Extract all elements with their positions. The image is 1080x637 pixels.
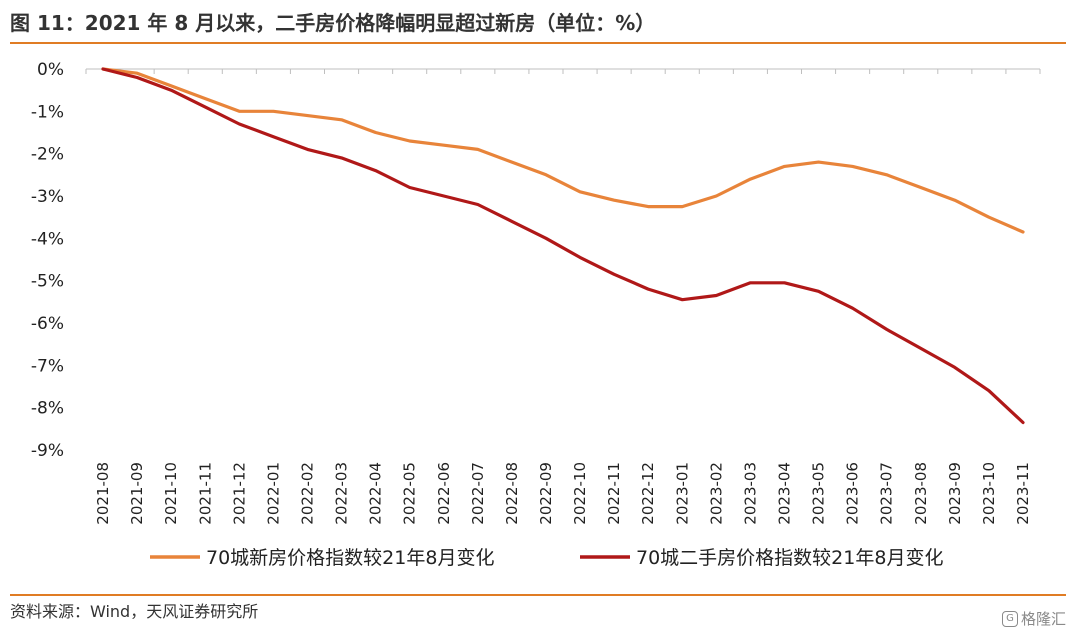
- chart-title: 图 11：2021 年 8 月以来，二手房价格降幅明显超过新房（单位：%）: [10, 11, 656, 35]
- x-tick-label: 2021-08: [94, 462, 112, 525]
- x-tick-label: 2021-12: [230, 462, 248, 525]
- x-tick-label: 2023-05: [810, 462, 828, 525]
- y-tick-label: -5%: [31, 272, 64, 292]
- source-note: 资料来源：Wind，天风证券研究所: [10, 602, 259, 621]
- source-divider: [10, 594, 1066, 596]
- chart-axes: [85, 68, 1041, 74]
- x-tick-label: 2021-10: [162, 462, 180, 525]
- x-tick-label: 2023-01: [673, 462, 691, 525]
- x-tick-label: 2023-02: [707, 462, 725, 525]
- x-tick-label: 2023-10: [980, 462, 998, 525]
- x-tick-label: 2022-03: [333, 462, 351, 525]
- x-tick-label: 2022-11: [605, 462, 623, 525]
- x-tick-label: 2023-03: [741, 462, 759, 525]
- x-tick-label: 2022-10: [571, 462, 589, 525]
- y-tick-label: -9%: [31, 441, 64, 461]
- y-tick-label: -4%: [31, 229, 64, 249]
- y-tick-label: -3%: [31, 187, 64, 207]
- x-tick-label: 2023-08: [912, 462, 930, 525]
- watermark-text: 格隆汇: [1020, 610, 1066, 628]
- y-axis-ticks: 0% -1% -2% -3% -4% -5% -6% -7% -8% -9%: [31, 60, 64, 461]
- x-tick-label: 2022-06: [435, 462, 453, 525]
- x-tick-label: 2022-05: [401, 462, 419, 525]
- x-tick-label: 2023-04: [775, 462, 793, 525]
- x-tick-label: 2022-12: [639, 462, 657, 525]
- x-tick-label: 2022-01: [264, 462, 282, 525]
- chart-legend: 70城新房价格指数较21年8月变化 70城二手房价格指数较21年8月变化: [150, 547, 943, 569]
- legend-label-2: 70城二手房价格指数较21年8月变化: [636, 547, 943, 569]
- watermark-logo-icon: G: [1001, 610, 1018, 627]
- title-divider: [10, 42, 1066, 44]
- x-tick-label: 2022-04: [367, 462, 385, 525]
- legend-label-1: 70城新房价格指数较21年8月变化: [206, 547, 494, 569]
- y-tick-label: -6%: [31, 314, 64, 334]
- x-tick-label: 2022-07: [469, 462, 487, 525]
- series-lines: [101, 67, 1025, 425]
- x-tick-label: 2021-09: [128, 462, 146, 525]
- y-tick-label: -1%: [31, 102, 64, 122]
- x-tick-label: 2023-06: [844, 462, 862, 525]
- y-tick-label: -7%: [31, 356, 64, 376]
- x-axis-ticks: 2021-08 2021-09 2021-10 2021-11 2021-12 2022-…: [94, 462, 1032, 525]
- line-chart: 0%-1%-2%-3%-4%-5%-6%-7%-8%-9% 2021-08 202…: [31, 60, 1041, 569]
- x-tick-label: 2022-02: [298, 462, 316, 525]
- x-tick-label: 2023-09: [946, 462, 964, 525]
- x-tick-label: 2023-07: [878, 462, 896, 525]
- x-tick-label: 2022-09: [537, 462, 555, 525]
- y-tick-label: -2%: [31, 145, 64, 165]
- y-tick-label: -8%: [31, 399, 64, 419]
- series-line-2: [101, 67, 1025, 425]
- watermark: G 格隆汇: [1001, 608, 1066, 629]
- y-tick-label: 0%: [37, 60, 64, 80]
- x-tick-label: 2022-08: [503, 462, 521, 525]
- x-tick-label: 2021-11: [196, 462, 214, 525]
- x-tick-label: 2023-11: [1014, 462, 1032, 525]
- series-line-1: [101, 67, 1025, 234]
